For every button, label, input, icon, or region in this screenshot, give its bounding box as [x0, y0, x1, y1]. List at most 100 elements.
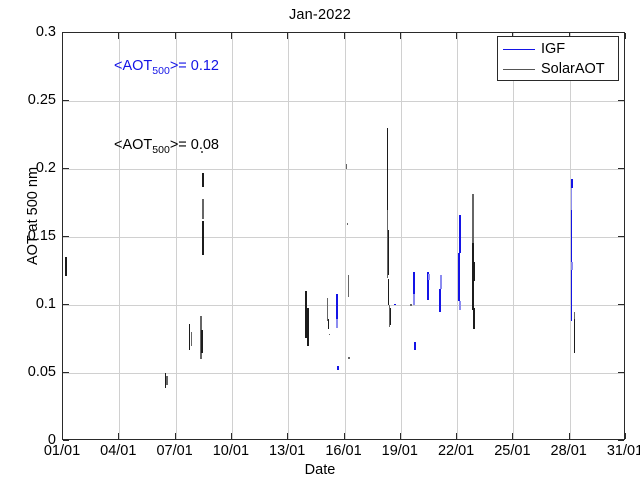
gridline-vertical: [400, 33, 402, 439]
x-axis-tick: [118, 433, 120, 439]
x-axis-tick: [287, 433, 289, 439]
data-segment-solaraot: [347, 275, 350, 297]
x-axis-tick-top: [456, 33, 458, 39]
data-segment-solaraot: [389, 307, 392, 326]
x-axis-tick-label: 19/01: [381, 443, 418, 459]
gridline-vertical: [457, 33, 459, 439]
gridline-vertical: [513, 33, 515, 439]
data-segment-solaraot: [201, 151, 203, 153]
x-axis-tick-top: [399, 33, 401, 39]
gridline-vertical: [344, 33, 346, 439]
y-axis-tick-right: [618, 32, 624, 33]
data-segment-igf: [394, 303, 396, 305]
x-axis-tick-top: [118, 33, 120, 39]
data-segment-solaraot: [345, 163, 348, 169]
x-axis-tick-top: [230, 33, 232, 39]
gridline-vertical: [119, 33, 121, 439]
y-axis-tick-right: [618, 236, 624, 237]
data-segment-solaraot: [386, 209, 389, 278]
gridline-vertical: [175, 33, 177, 439]
annotation-solar-value: >= 0.08: [169, 137, 219, 153]
data-segment-solaraot: [388, 305, 391, 327]
annotation-solar-mean: <AOT500>= 0.08: [114, 137, 219, 156]
data-segment-solaraot: [472, 193, 474, 243]
y-axis-tick-label: 0: [47, 432, 56, 448]
x-axis-tick: [456, 433, 458, 439]
gridline-vertical: [231, 33, 233, 439]
y-axis-tick-right: [618, 372, 624, 373]
data-segment-solaraot: [410, 303, 412, 307]
data-segment-igf: [337, 366, 339, 371]
y-axis-tick-right: [618, 304, 624, 305]
y-axis-tick: [63, 372, 69, 373]
data-segment-igf: [414, 341, 416, 350]
plot-area: [62, 32, 625, 440]
data-segment-igf: [571, 261, 573, 270]
legend-item-solaraot: SolarAOT: [498, 59, 618, 79]
data-segment-igf: [428, 273, 430, 281]
y-axis-title: AOT at 500 nm: [25, 166, 41, 266]
x-axis-tick: [625, 433, 626, 439]
x-axis-tick-label: 01/01: [43, 443, 81, 459]
x-axis-tick-label: 16/01: [325, 443, 362, 459]
data-segment-igf: [571, 178, 573, 188]
data-segment-solaraot: [327, 318, 330, 330]
data-segment-solaraot: [387, 279, 390, 305]
data-segment-igf: [570, 237, 573, 322]
data-segment-igf: [458, 253, 460, 301]
y-axis-tick: [63, 100, 69, 101]
legend-line-icon-igf: [503, 48, 535, 50]
annotation-igf-value: >= 0.12: [169, 58, 219, 74]
gridline-vertical: [288, 33, 290, 439]
x-axis-tick: [62, 433, 63, 439]
data-segment-igf: [439, 288, 441, 312]
data-segment-igf: [336, 294, 338, 319]
data-segment-solaraot: [328, 333, 331, 335]
y-axis-tick: [63, 168, 69, 169]
x-axis-tick-label: 13/01: [269, 443, 306, 459]
data-segment-solaraot: [473, 261, 475, 281]
data-segment-solaraot: [326, 298, 329, 322]
data-segment-igf: [570, 209, 573, 237]
x-axis-tick: [568, 433, 570, 439]
x-axis-tick: [399, 433, 401, 439]
gridline-horizontal: [63, 373, 624, 374]
data-segment-solaraot: [164, 373, 167, 388]
x-axis-tick-label: 22/01: [437, 443, 475, 459]
data-segment-igf: [336, 318, 338, 329]
data-segment-solaraot: [473, 307, 475, 330]
gridline-horizontal: [63, 305, 624, 306]
data-segment-solaraot: [346, 223, 349, 225]
annotation-igf-mean: <AOT500>= 0.12: [114, 58, 219, 77]
x-axis-tick-label: 10/01: [212, 443, 250, 459]
data-segment-solaraot: [307, 307, 309, 346]
annotation-igf-prefix: <AOT: [114, 58, 153, 74]
data-segment-solaraot: [573, 311, 576, 319]
chart-title: Jan-2022: [288, 7, 352, 23]
x-axis-tick-label: 31/01: [606, 443, 640, 459]
legend-label-solaraot: SolarAOT: [541, 60, 605, 77]
y-axis-tick: [63, 32, 69, 33]
gridline-horizontal: [63, 169, 624, 170]
data-segment-solaraot: [305, 291, 307, 338]
data-segment-solaraot: [472, 242, 474, 311]
x-axis-tick: [174, 433, 176, 439]
y-axis-tick-label: 0.3: [35, 24, 56, 40]
gridline-vertical: [569, 33, 571, 439]
annotation-solar-subscript: 500: [152, 143, 170, 156]
gridline-horizontal: [63, 237, 624, 238]
data-segment-solaraot: [387, 230, 390, 276]
y-axis-tick-label: 0.1: [35, 296, 56, 312]
legend-label-igf: IGF: [541, 40, 566, 57]
data-segment-igf: [440, 275, 442, 289]
data-segment-solaraot: [202, 220, 204, 255]
y-axis-tick-label: 0.15: [27, 228, 56, 244]
x-axis-tick-top: [174, 33, 176, 39]
data-segment-solaraot: [386, 128, 389, 210]
data-segment-igf: [413, 272, 415, 295]
x-axis-title: Date: [304, 462, 336, 478]
x-axis-tick-label: 25/01: [494, 443, 531, 459]
gridline-horizontal: [63, 101, 624, 102]
y-axis-tick-label: 0.25: [27, 92, 56, 108]
